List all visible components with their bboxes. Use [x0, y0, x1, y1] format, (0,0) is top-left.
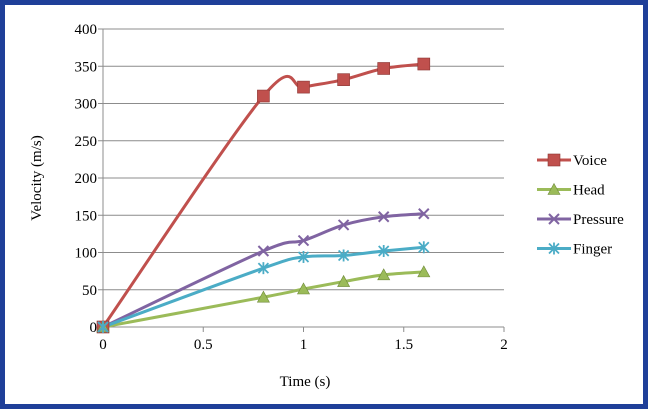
y-tick-label: 150: [75, 208, 98, 224]
data-point-voice: [337, 73, 350, 86]
data-point-pressure: [337, 219, 350, 231]
data-point-finger: [337, 249, 350, 262]
legend-item-pressure: Pressure: [537, 212, 624, 228]
y-tick-label: 300: [75, 97, 98, 113]
data-point-head: [296, 282, 311, 295]
x-axis-label: Time (s): [280, 374, 331, 390]
x-tick-label: 1: [300, 337, 308, 353]
x-tick-label: 2: [500, 337, 508, 353]
series-line-finger: [102, 245, 424, 329]
y-tick-label: 350: [75, 59, 98, 75]
data-point-voice: [417, 57, 431, 71]
legend-marker-head: [547, 182, 561, 195]
legend-item-voice: Voice: [537, 153, 607, 169]
data-point-head: [256, 290, 270, 303]
data-point-pressure: [297, 234, 310, 247]
data-point-head: [417, 265, 431, 278]
y-tick-label: 400: [75, 22, 98, 38]
data-point-voice: [257, 89, 270, 103]
data-point-finger: [257, 262, 270, 275]
legend-label-pressure: Pressure: [573, 212, 624, 228]
data-point-pressure: [418, 208, 430, 220]
series-markers: [96, 57, 431, 334]
legend-marker-voice: [547, 153, 561, 167]
x-tick-label: 0: [99, 337, 107, 353]
legend-item-head: Head: [537, 183, 605, 199]
x-tick-label: 1.5: [394, 337, 413, 353]
data-point-head: [337, 274, 351, 287]
y-tick-label: 50: [82, 283, 97, 299]
y-tick-label: 100: [75, 246, 98, 262]
data-point-voice: [297, 80, 310, 94]
legend-label-finger: Finger: [573, 242, 612, 258]
gridlines: [103, 28, 504, 291]
legend-marker-finger: [548, 242, 560, 255]
data-point-finger: [378, 245, 390, 258]
legend: Voice Head Pressure Finger: [537, 153, 624, 258]
data-point-finger: [97, 321, 109, 333]
x-tick-label: 0.5: [194, 337, 213, 353]
data-point-pressure: [377, 211, 390, 223]
y-tick-label: 200: [75, 171, 98, 187]
y-tick-label: 0: [90, 320, 98, 336]
legend-label-head: Head: [573, 183, 605, 199]
axes: [98, 28, 505, 332]
legend-item-finger: Finger: [537, 242, 612, 258]
y-axis-label: Velocity (m/s): [29, 135, 45, 220]
data-point-head: [377, 268, 391, 281]
data-point-voice: [377, 62, 391, 75]
tick-labels: 0 50 100 150 200 250 300 350 400 0 0.5 1 1.5 2: [75, 22, 508, 353]
legend-marker-pressure: [548, 213, 560, 225]
legend-label-voice: Voice: [573, 153, 607, 169]
data-point-pressure: [257, 245, 270, 257]
data-point-finger: [297, 250, 310, 263]
data-point-finger: [418, 241, 430, 254]
y-tick-label: 250: [75, 134, 98, 150]
